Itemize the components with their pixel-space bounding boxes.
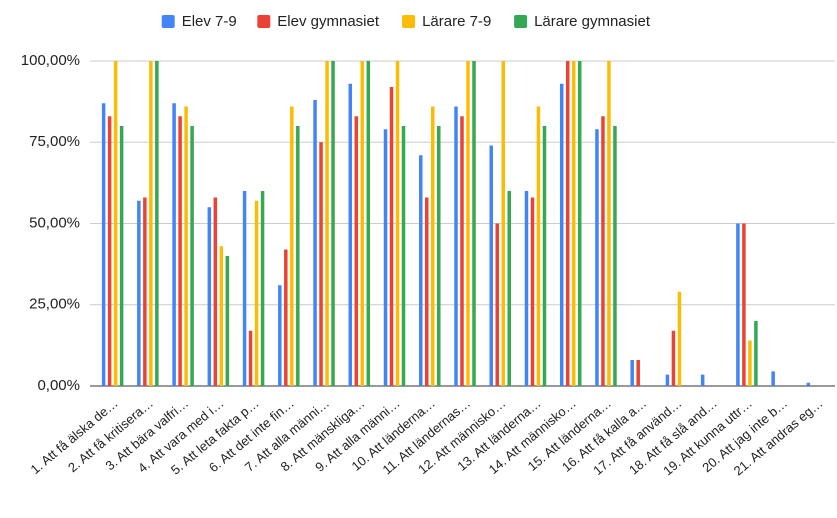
bar bbox=[495, 223, 499, 386]
bar bbox=[542, 126, 547, 386]
bar bbox=[742, 223, 746, 386]
bar bbox=[437, 126, 441, 386]
bar bbox=[260, 191, 265, 386]
bar bbox=[113, 61, 118, 386]
bar bbox=[748, 340, 752, 386]
bar bbox=[524, 191, 529, 386]
bar bbox=[178, 116, 182, 386]
bar bbox=[213, 197, 218, 386]
bar bbox=[700, 374, 705, 386]
bar bbox=[559, 83, 564, 386]
bar bbox=[577, 61, 582, 386]
legend-label: Elev gymnasiet bbox=[277, 13, 380, 30]
bar bbox=[284, 249, 288, 386]
bar bbox=[119, 126, 124, 386]
bar bbox=[665, 374, 670, 386]
bar bbox=[677, 291, 682, 386]
bar bbox=[190, 126, 194, 386]
bar bbox=[348, 83, 353, 386]
bar bbox=[389, 87, 394, 386]
bar bbox=[507, 191, 511, 386]
bar bbox=[325, 61, 329, 386]
y-tick-label: 50,00% bbox=[29, 214, 80, 231]
bar bbox=[754, 321, 758, 386]
bar bbox=[595, 129, 599, 386]
bar bbox=[607, 61, 611, 386]
bar bbox=[278, 285, 282, 386]
bar bbox=[290, 106, 294, 386]
bar bbox=[613, 126, 617, 386]
bar bbox=[736, 223, 740, 386]
bar bbox=[360, 61, 365, 386]
legend-swatch bbox=[514, 15, 528, 28]
bar bbox=[454, 106, 458, 386]
bar bbox=[460, 116, 464, 386]
y-tick-label: 0,00% bbox=[37, 377, 80, 394]
bar bbox=[383, 129, 388, 386]
bar bbox=[536, 106, 541, 386]
bar bbox=[172, 103, 176, 386]
bar bbox=[530, 197, 535, 386]
bar bbox=[565, 61, 570, 386]
y-tick-label: 100,00% bbox=[21, 52, 80, 69]
bar bbox=[319, 142, 323, 386]
bar bbox=[419, 155, 423, 386]
bar bbox=[771, 371, 775, 386]
bar bbox=[806, 382, 811, 386]
bar bbox=[184, 106, 188, 386]
bar bbox=[636, 360, 640, 386]
bar bbox=[601, 116, 605, 386]
bar bbox=[501, 61, 505, 386]
bar bbox=[254, 200, 259, 386]
bar bbox=[155, 61, 159, 386]
bar bbox=[149, 61, 153, 386]
bar bbox=[401, 126, 406, 386]
bar bbox=[366, 61, 371, 386]
bar bbox=[313, 100, 317, 386]
bar bbox=[489, 145, 493, 386]
y-tick-label: 75,00% bbox=[29, 133, 80, 150]
legend-swatch bbox=[257, 15, 271, 28]
bar bbox=[571, 61, 576, 386]
bar bbox=[425, 197, 429, 386]
bar bbox=[137, 200, 141, 386]
bar bbox=[466, 61, 470, 386]
legend-label: Lärare 7-9 bbox=[422, 13, 491, 30]
bar bbox=[101, 103, 106, 386]
bar bbox=[107, 116, 112, 386]
bar bbox=[472, 61, 476, 386]
bar bbox=[248, 330, 253, 386]
bar bbox=[395, 61, 400, 386]
bar bbox=[143, 197, 147, 386]
bar bbox=[671, 330, 676, 386]
bar bbox=[242, 191, 247, 386]
bar bbox=[296, 126, 300, 386]
y-tick-label: 25,00% bbox=[29, 296, 80, 313]
bar bbox=[354, 116, 359, 386]
legend-label: Lärare gymnasiet bbox=[534, 13, 651, 30]
bar bbox=[331, 61, 335, 386]
legend-swatch bbox=[402, 15, 416, 28]
bar bbox=[207, 207, 212, 386]
bar bbox=[225, 256, 230, 386]
bar bbox=[431, 106, 435, 386]
legend-swatch bbox=[161, 15, 175, 28]
legend-label: Elev 7-9 bbox=[182, 13, 237, 30]
bar bbox=[630, 360, 634, 386]
bar bbox=[219, 246, 224, 386]
